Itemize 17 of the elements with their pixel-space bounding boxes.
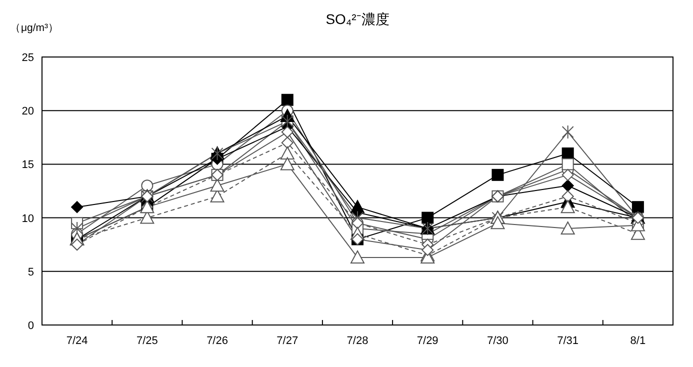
y-tick-label: 5 (28, 266, 34, 278)
x-tick-label: 7/26 (206, 335, 228, 347)
y-tick-label: 25 (22, 52, 34, 64)
y-tick-label: 20 (22, 106, 34, 118)
x-tick-label: 7/31 (557, 335, 579, 347)
y-tick-label: 15 (22, 159, 34, 172)
y-axis-title: （μg/m³） (10, 22, 60, 34)
x-tick-label: 7/30 (487, 335, 508, 347)
x-tick-label: 7/24 (66, 335, 88, 347)
x-tick-label: 7/29 (416, 335, 438, 347)
x-tick-label: 7/25 (136, 335, 158, 347)
y-tick-label: 0 (28, 320, 34, 332)
x-tick-label: 8/1 (630, 335, 646, 347)
chart-title: SO₄²⁻濃度 (326, 11, 390, 27)
x-tick-label: 7/28 (346, 335, 368, 347)
x-tick-label: 7/27 (276, 335, 298, 347)
y-tick-label: 10 (22, 212, 34, 225)
